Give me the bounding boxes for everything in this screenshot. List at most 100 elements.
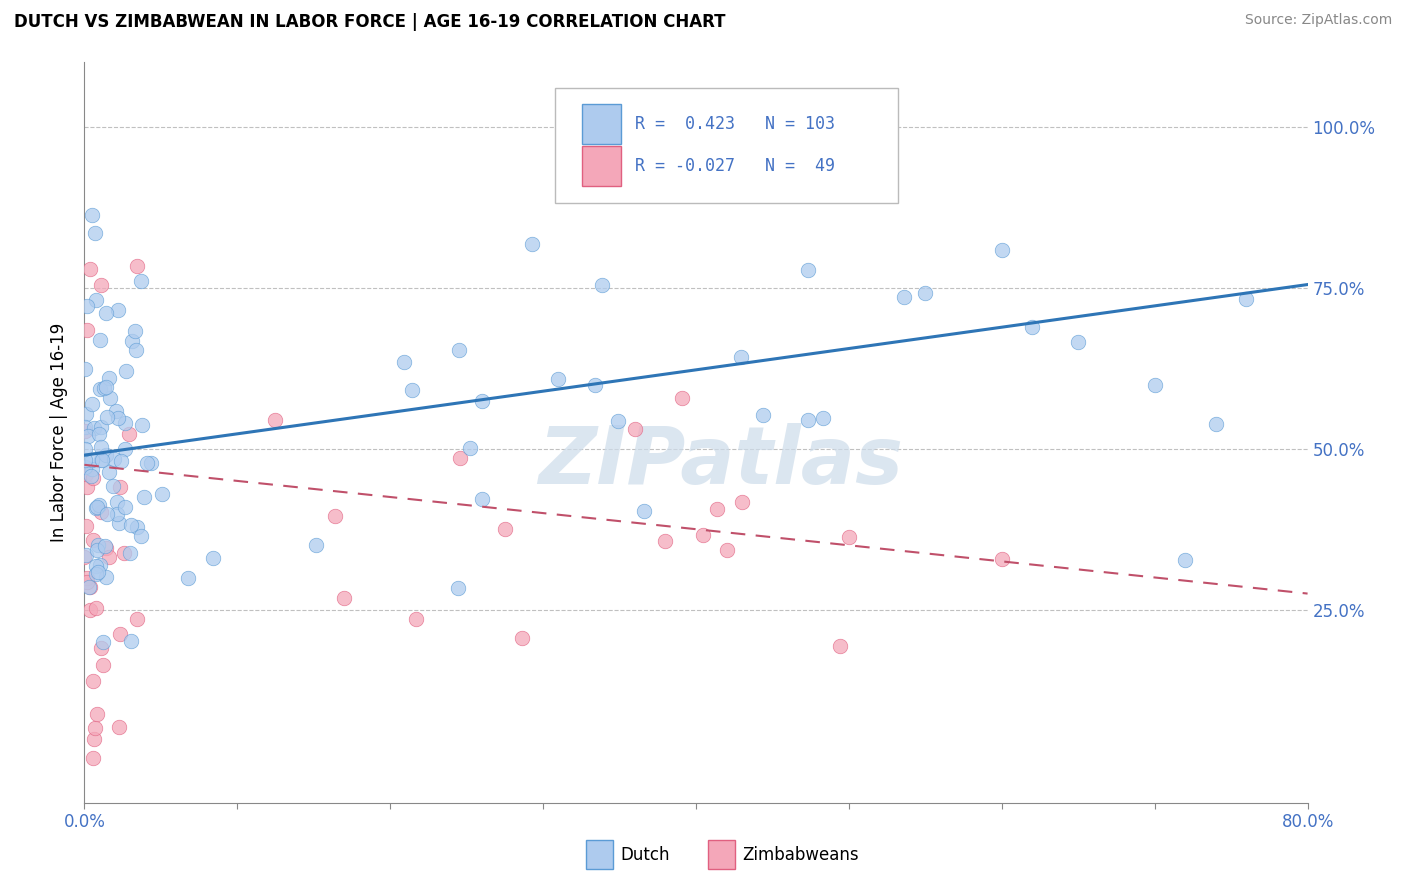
Point	[90, 420, 112, 434]
Point	[114, 442, 136, 456]
Text: Dutch: Dutch	[620, 846, 669, 863]
Point	[624, 421, 647, 435]
Point	[494, 522, 516, 536]
Point	[90, 453, 112, 467]
Point	[94, 306, 117, 320]
Point	[893, 290, 915, 304]
Point	[76, 323, 98, 337]
Point	[991, 552, 1014, 566]
Point	[86, 565, 108, 579]
Point	[94, 541, 117, 555]
Point	[82, 674, 104, 689]
Point	[129, 274, 152, 288]
Point	[94, 539, 117, 553]
Point	[90, 505, 112, 519]
Point	[1174, 552, 1197, 566]
Point	[93, 380, 115, 394]
Point	[263, 413, 285, 427]
Point	[797, 263, 820, 277]
Point	[103, 452, 125, 467]
Point	[75, 548, 97, 562]
Point	[114, 500, 136, 514]
Point	[86, 706, 108, 721]
Point	[75, 460, 97, 475]
Point	[150, 486, 173, 500]
Point	[177, 571, 200, 585]
Point	[124, 325, 146, 339]
Point	[731, 495, 754, 509]
Point	[1067, 335, 1090, 350]
Point	[671, 391, 693, 405]
Point	[79, 261, 101, 276]
Point	[132, 491, 155, 505]
Point	[76, 571, 98, 585]
Point	[136, 456, 159, 470]
Point	[104, 404, 127, 418]
Point	[1205, 417, 1227, 432]
Point	[98, 550, 121, 565]
Text: ZIPatlas: ZIPatlas	[538, 423, 903, 501]
Y-axis label: In Labor Force | Age 16-19: In Labor Force | Age 16-19	[49, 323, 67, 542]
Point	[79, 580, 101, 594]
Point	[75, 420, 97, 434]
Point	[392, 354, 415, 368]
Point	[80, 397, 103, 411]
Point	[914, 285, 936, 300]
Point	[79, 603, 101, 617]
Point	[706, 501, 728, 516]
Point	[471, 492, 494, 507]
Point	[716, 543, 738, 558]
Point	[90, 440, 112, 454]
Point	[86, 500, 108, 515]
Point	[98, 370, 121, 384]
FancyBboxPatch shape	[709, 840, 735, 870]
Point	[828, 639, 851, 653]
Point	[125, 343, 148, 357]
Text: Zimbabweans: Zimbabweans	[742, 846, 859, 863]
Point	[107, 302, 129, 317]
Point	[120, 634, 142, 648]
Point	[692, 528, 714, 542]
Point	[73, 549, 96, 564]
Point	[118, 427, 141, 442]
Point	[633, 504, 655, 518]
Text: R = -0.027   N =  49: R = -0.027 N = 49	[636, 157, 835, 175]
Point	[77, 581, 100, 595]
Point	[87, 538, 110, 552]
Point	[323, 509, 346, 524]
Point	[86, 543, 108, 558]
Point	[96, 409, 118, 424]
Point	[114, 416, 136, 430]
Point	[118, 546, 141, 560]
Point	[87, 498, 110, 512]
Point	[305, 538, 328, 552]
Point	[91, 635, 114, 649]
Point	[90, 452, 112, 467]
Point	[991, 243, 1014, 257]
Point	[449, 450, 471, 465]
Point	[460, 442, 482, 456]
Point	[80, 453, 103, 467]
Point	[82, 471, 104, 485]
Point	[110, 454, 132, 468]
Point	[82, 751, 104, 765]
Point	[84, 293, 107, 307]
FancyBboxPatch shape	[586, 840, 613, 870]
Point	[583, 378, 606, 392]
Point	[76, 299, 98, 313]
FancyBboxPatch shape	[582, 103, 621, 145]
Point	[96, 380, 118, 394]
Point	[654, 533, 676, 548]
FancyBboxPatch shape	[555, 88, 898, 203]
Point	[131, 418, 153, 433]
Point	[105, 508, 128, 522]
Point	[105, 494, 128, 508]
Point	[1236, 292, 1258, 306]
Text: R =  0.423   N = 103: R = 0.423 N = 103	[636, 115, 835, 133]
Point	[401, 383, 423, 397]
Point	[90, 277, 112, 292]
Point	[75, 452, 97, 467]
Point	[75, 442, 97, 456]
Point	[125, 612, 148, 626]
Point	[120, 517, 142, 532]
